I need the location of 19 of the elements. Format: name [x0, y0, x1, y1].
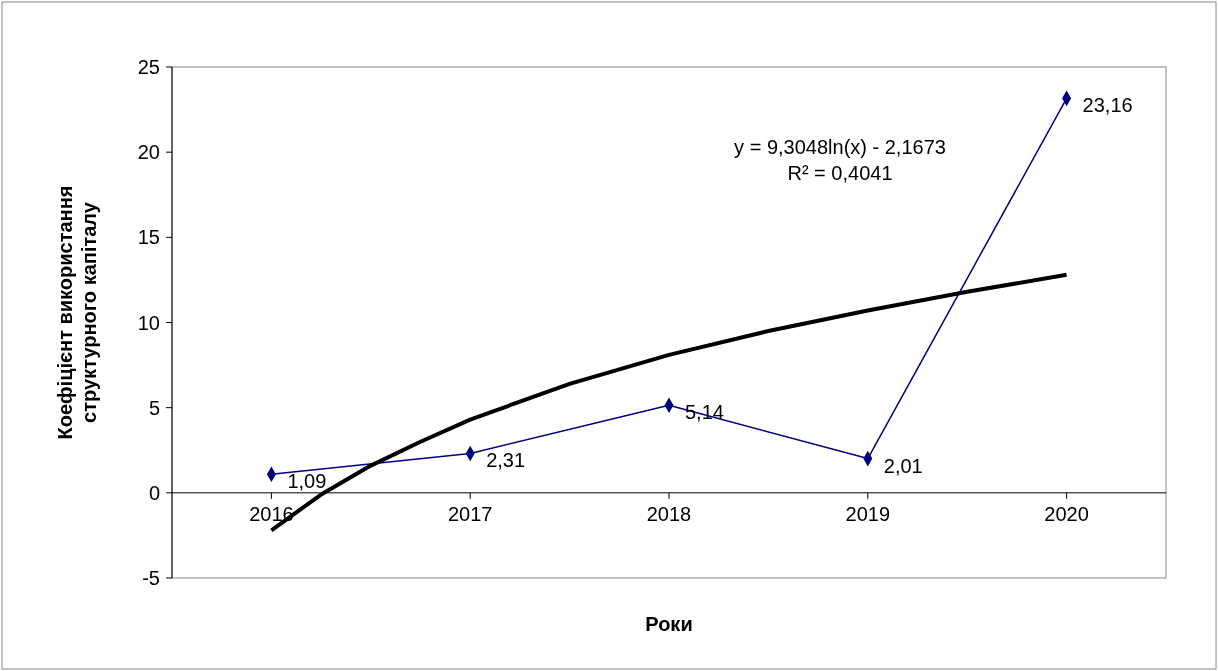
annotation: y = 9,3048ln(x) - 2,1673	[734, 136, 946, 158]
annotation: R² = 0,4041	[787, 162, 893, 184]
data-label: 23,16	[1082, 94, 1133, 117]
x-tick-label: 2020	[1044, 502, 1089, 525]
y-tick-label: 5	[148, 396, 160, 419]
y-axis-title: Коефіцієнт використання структурного капіталу	[54, 185, 100, 440]
y-tick-label: 10	[137, 311, 160, 334]
x-tick-label: 2017	[447, 502, 493, 525]
y-tick-label: 20	[137, 141, 160, 164]
y-tick-label: 25	[137, 56, 160, 78]
data-label: 1,09	[287, 470, 327, 493]
data-label: 2,01	[883, 454, 923, 477]
data-label: 2,31	[486, 449, 526, 472]
x-tick-label: 2019	[845, 502, 891, 525]
x-tick-label: 2018	[646, 502, 692, 525]
y-tick-label: -5	[142, 567, 160, 589]
y-tick-label: 0	[148, 481, 160, 504]
y-tick-label: 15	[137, 226, 160, 249]
x-axis-title: Роки	[645, 613, 693, 635]
